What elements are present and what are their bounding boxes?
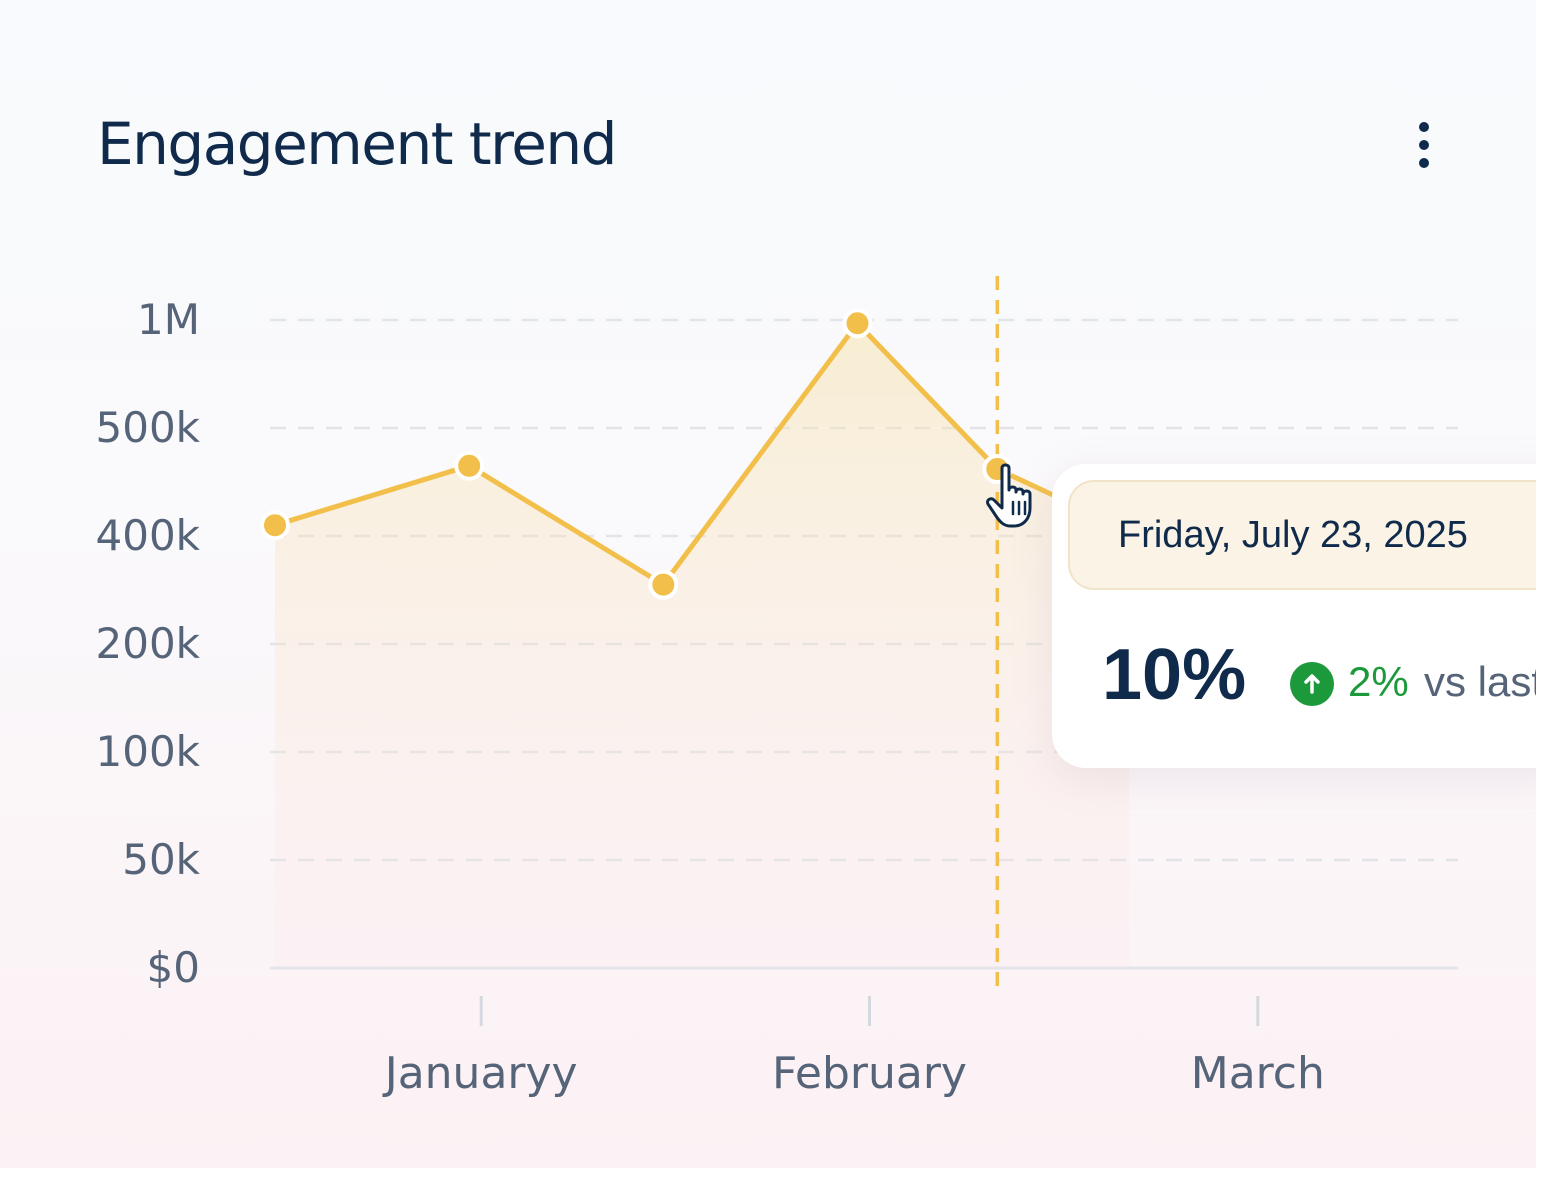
tooltip-change: 2% — [1348, 658, 1409, 705]
x-tick-label: Januaryy — [382, 1048, 578, 1099]
y-tick-label: 400k — [96, 511, 201, 560]
card-title: Engagement trend — [97, 110, 617, 178]
y-tick-label: 1M — [137, 295, 200, 344]
y-tick-label: 50k — [122, 835, 200, 884]
y-tick-label: 200k — [96, 619, 201, 668]
data-point — [842, 308, 873, 339]
tooltip-date: Friday, July 23, 2025 — [1118, 514, 1468, 556]
tooltip-compare: vs last — [1424, 658, 1536, 705]
data-point — [648, 569, 679, 600]
data-point — [260, 510, 290, 541]
data-tooltip: Friday, July 23, 2025 10% 2% vs last — [1052, 464, 1536, 768]
data-point — [454, 450, 485, 481]
series-line — [274, 320, 1131, 588]
chart-card: Engagement trend $0 50k 100k 200k 400k 500k 1M… — [0, 0, 1536, 1168]
hand-pointer-icon — [984, 462, 1044, 532]
y-tick-label: 100k — [96, 727, 201, 776]
x-tick-label: March — [1191, 1048, 1325, 1099]
y-tick-label: 500k — [96, 403, 201, 452]
x-tick-label: February — [772, 1048, 967, 1099]
tooltip-value: 10% — [1102, 635, 1247, 715]
area-fill — [275, 323, 1130, 968]
more-vertical-icon[interactable] — [1404, 118, 1444, 172]
line-chart: $0 50k 100k 200k 400k 500k 1M Januaryy February M… — [96, 276, 1458, 1099]
y-tick-label: $0 — [147, 943, 200, 992]
tooltip-header: Friday, July 23, 2025 — [1068, 480, 1536, 590]
arrow-up-circle-icon — [1290, 662, 1334, 706]
